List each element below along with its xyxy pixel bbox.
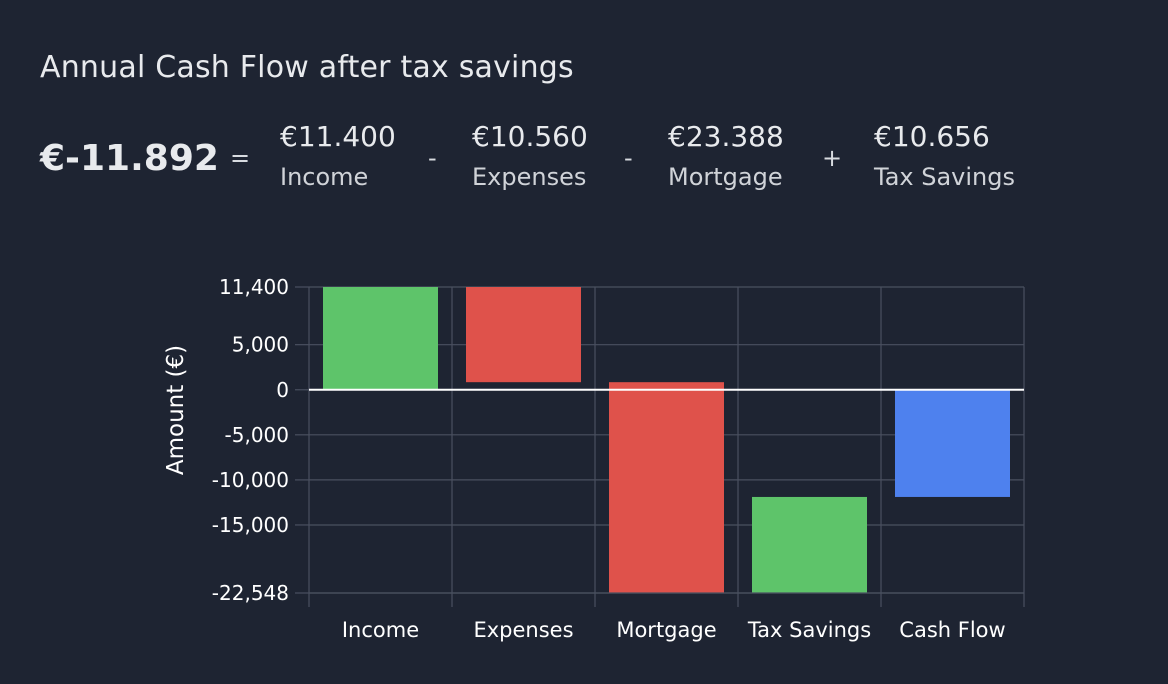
y-tick-label: -10,000 [212,468,289,492]
chart-title: Annual Cash Flow after tax savings [40,50,574,85]
equals-sign: = [230,144,251,172]
total-cash-flow: €-11.892 [40,138,219,179]
mortgage-term: €23.388 Mortgage [668,120,784,191]
expenses-value: €10.560 [472,120,588,153]
y-tick-label: -22,548 [212,581,289,605]
y-tick-label: 5,000 [232,333,289,357]
y-tick-label: 0 [276,378,289,402]
plus-operator: + [822,144,843,172]
income-value: €11.400 [280,120,396,153]
y-axis-title: Amount (€) [163,345,189,475]
chart-axes [295,286,1024,594]
income-label: Income [280,163,369,191]
x-tick-label: Expenses [473,618,573,642]
tax-savings-value: €10.656 [874,120,990,153]
tax-savings-term: €10.656 Tax Savings [874,120,1015,191]
bar-income [323,287,438,390]
minus-operator: - [624,144,633,172]
y-tick-label: 11,400 [219,275,289,299]
expenses-label: Expenses [472,163,587,191]
mortgage-value: €23.388 [668,120,784,153]
minus-operator: - [428,144,437,172]
cash-flow-equation: €-11.892 = €11.400 Income - €10.560 Expe… [40,118,1130,208]
x-tick-label: Tax Savings [747,618,871,642]
income-term: €11.400 Income [280,120,396,191]
x-tick-label: Income [342,618,419,642]
bar-mortgage [609,382,724,593]
tax-savings-label: Tax Savings [874,163,1015,191]
bar-expenses [466,287,581,383]
mortgage-label: Mortgage [668,163,783,191]
x-tick-label: Cash Flow [899,618,1005,642]
y-tick-label: -15,000 [212,513,289,537]
bar-tax-savings [752,496,867,593]
chart-bars [323,287,1010,593]
chart-labels: 11,400 5,000 0 -5,000 -10,000 -15,000 -22,548 I… [163,275,1006,642]
x-tick-label: Mortgage [616,618,716,642]
expenses-term: €10.560 Expenses [472,120,588,191]
bar-cash-flow [895,389,1010,497]
y-tick-label: -5,000 [225,423,289,447]
